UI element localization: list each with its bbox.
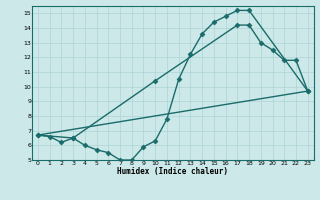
- X-axis label: Humidex (Indice chaleur): Humidex (Indice chaleur): [117, 167, 228, 176]
